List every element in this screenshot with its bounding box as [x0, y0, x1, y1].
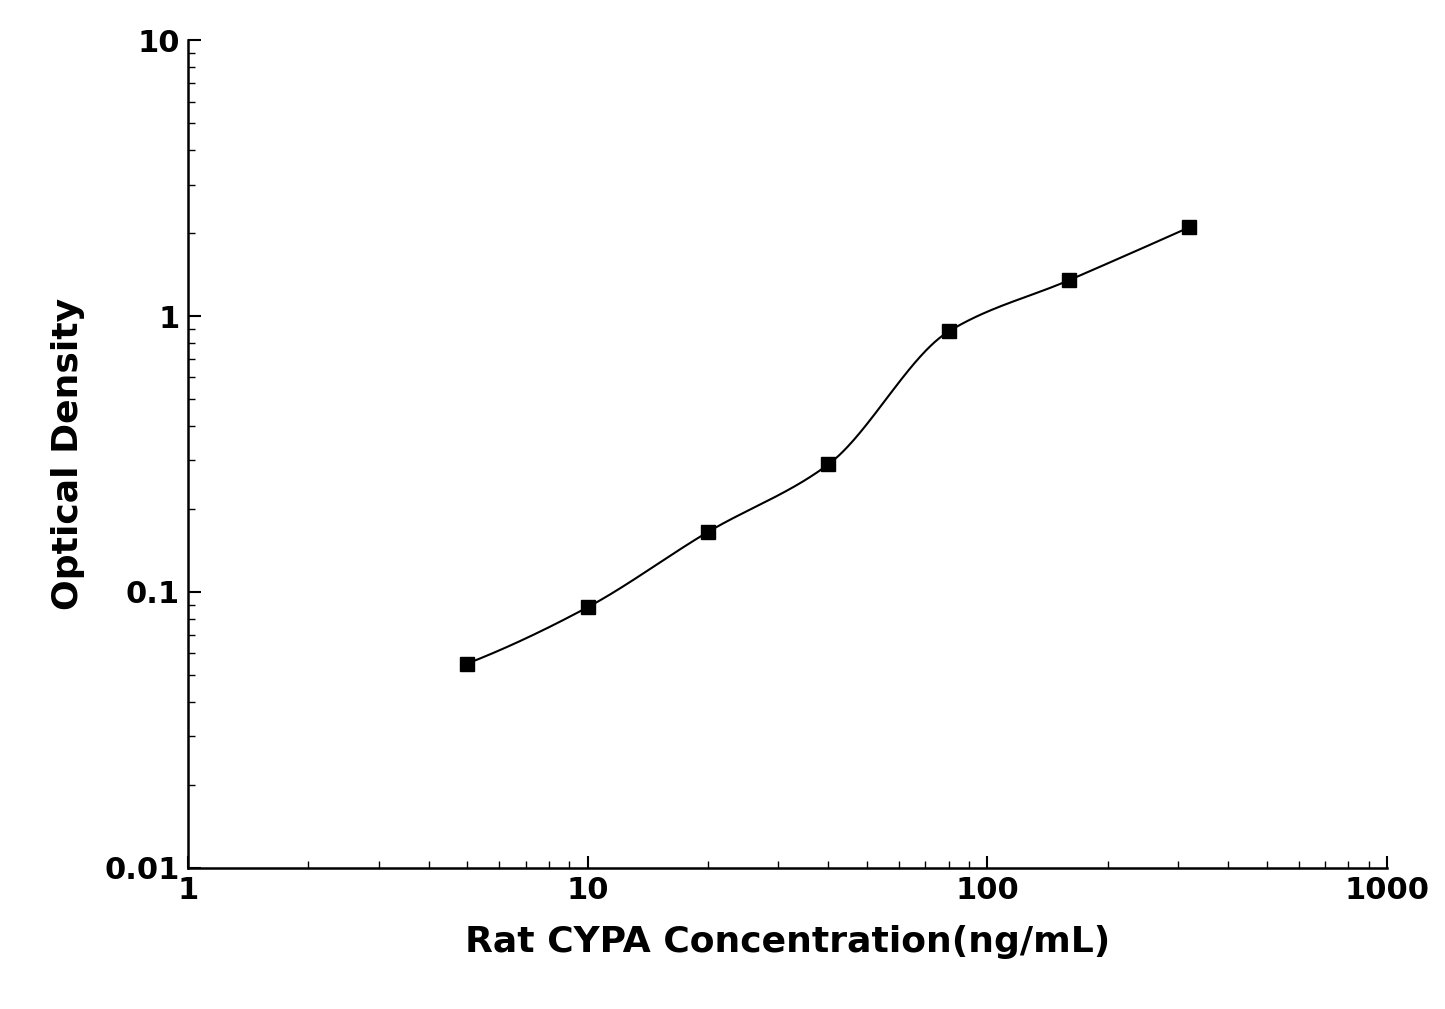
Y-axis label: Optical Density: Optical Density — [51, 298, 85, 610]
X-axis label: Rat CYPA Concentration(ng/mL): Rat CYPA Concentration(ng/mL) — [465, 924, 1110, 959]
